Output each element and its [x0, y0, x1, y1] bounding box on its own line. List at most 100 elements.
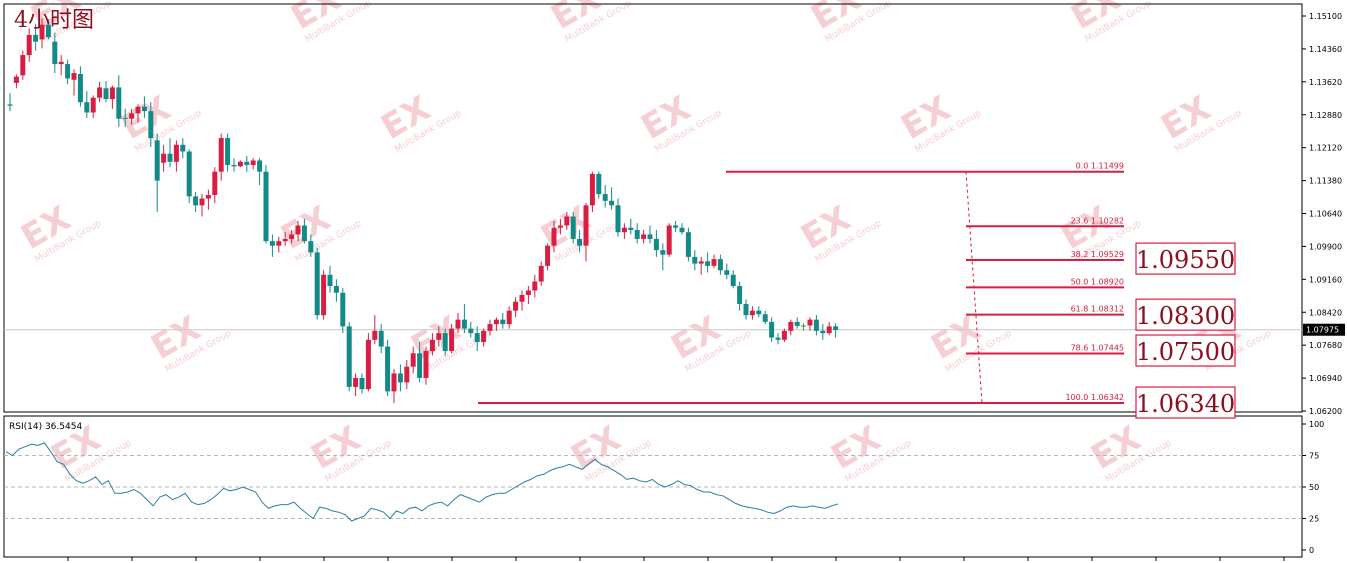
- candlestick: [660, 243, 666, 271]
- fibonacci-retracement[interactable]: 0.0 1.11499 23.6 1.10282 38.2 1.09529 50.0 …: [478, 162, 1236, 419]
- candle-body: [698, 261, 704, 264]
- rsi-line: [5, 442, 839, 522]
- candlestick: [621, 223, 627, 239]
- price-tick-label: 1.14360: [1309, 45, 1342, 54]
- axes-layer: 1.15100 1.14360 1.13620 1.12880 1.12120 1.113…: [67, 12, 1345, 561]
- candlestick: [321, 270, 327, 320]
- candle-body: [269, 241, 275, 246]
- candlestick: [647, 225, 653, 244]
- candlestick: [39, 18, 45, 49]
- candlestick: [205, 189, 211, 210]
- candle-body: [493, 319, 499, 325]
- candle-body: [532, 281, 538, 291]
- candle-body: [756, 310, 762, 315]
- candlestick: [557, 218, 563, 235]
- candlestick: [423, 346, 429, 385]
- candle-body: [442, 333, 448, 352]
- candle-body: [692, 256, 698, 264]
- candlestick: [762, 310, 768, 325]
- candle-body: [33, 34, 39, 42]
- candlestick: [404, 359, 410, 390]
- candlestick: [231, 158, 237, 172]
- candle-body: [775, 337, 781, 340]
- candle-body: [282, 238, 288, 242]
- candle-body: [65, 64, 71, 79]
- candlestick: [71, 69, 77, 96]
- candlestick: [109, 85, 115, 109]
- candlestick: [833, 323, 839, 338]
- candle-body: [660, 250, 666, 255]
- candle-body: [481, 330, 487, 343]
- candle-body: [193, 196, 199, 206]
- candlestick: [634, 223, 640, 244]
- candle-body: [781, 330, 787, 340]
- key-level-label: 1.06340: [1136, 390, 1235, 418]
- candlestick: [308, 234, 314, 257]
- candlestick: [807, 317, 813, 331]
- candlestick: [788, 319, 794, 336]
- candlestick: [673, 221, 679, 233]
- candle-body: [647, 234, 653, 239]
- fib-level-label: 0.0 1.11499: [1076, 162, 1124, 171]
- candle-body: [429, 339, 435, 352]
- candlestick: [513, 297, 519, 318]
- candle-body: [788, 321, 794, 331]
- candle-body: [461, 319, 467, 329]
- candlestick: [353, 373, 359, 396]
- candle-body: [417, 353, 423, 378]
- candle-body: [257, 160, 263, 172]
- candlestick: [346, 321, 352, 392]
- key-level-box: 1.07500: [1135, 334, 1236, 367]
- candlestick: [461, 303, 467, 334]
- candle-body: [717, 259, 723, 271]
- rsi-indicator: [5, 442, 839, 522]
- candlestick: [173, 140, 179, 172]
- candle-body: [602, 194, 608, 201]
- candlestick: [551, 221, 557, 253]
- candle-body: [301, 225, 307, 242]
- candlestick: [26, 28, 32, 62]
- price-tick-label: 1.12880: [1309, 111, 1342, 120]
- candle-body: [45, 24, 51, 38]
- candle-body: [455, 319, 461, 329]
- candlestick: [410, 346, 416, 374]
- key-level-label: 1.09550: [1136, 246, 1235, 274]
- candle-body: [109, 87, 115, 100]
- candlestick: [257, 158, 263, 186]
- key-level-box: 1.06340: [1135, 386, 1236, 419]
- key-level-label: 1.08300: [1136, 302, 1235, 330]
- candlestick: [250, 158, 256, 170]
- candlestick: [289, 229, 295, 244]
- candlestick: [749, 306, 755, 320]
- candle-body: [250, 160, 256, 165]
- candlestick: [372, 315, 378, 345]
- candle-body: [577, 238, 583, 246]
- candle-body: [327, 274, 333, 287]
- candle-body: [314, 252, 320, 316]
- candle-body: [167, 153, 173, 162]
- candle-body: [52, 41, 58, 65]
- candlestick: [570, 212, 576, 244]
- candlestick: [218, 133, 224, 181]
- candle-body: [308, 241, 314, 253]
- candlestick: [698, 256, 704, 275]
- candle-body: [186, 151, 192, 197]
- key-level-box: 1.09550: [1135, 242, 1236, 275]
- candle-body: [397, 373, 403, 383]
- candlestick: [602, 185, 608, 208]
- fib-trend-line[interactable]: [965, 171, 983, 403]
- candlestick: [13, 74, 19, 89]
- candle-body: [724, 270, 730, 275]
- candle-body: [372, 330, 378, 340]
- candlestick: [429, 333, 435, 356]
- rsi-tick-label: 0: [1309, 546, 1314, 555]
